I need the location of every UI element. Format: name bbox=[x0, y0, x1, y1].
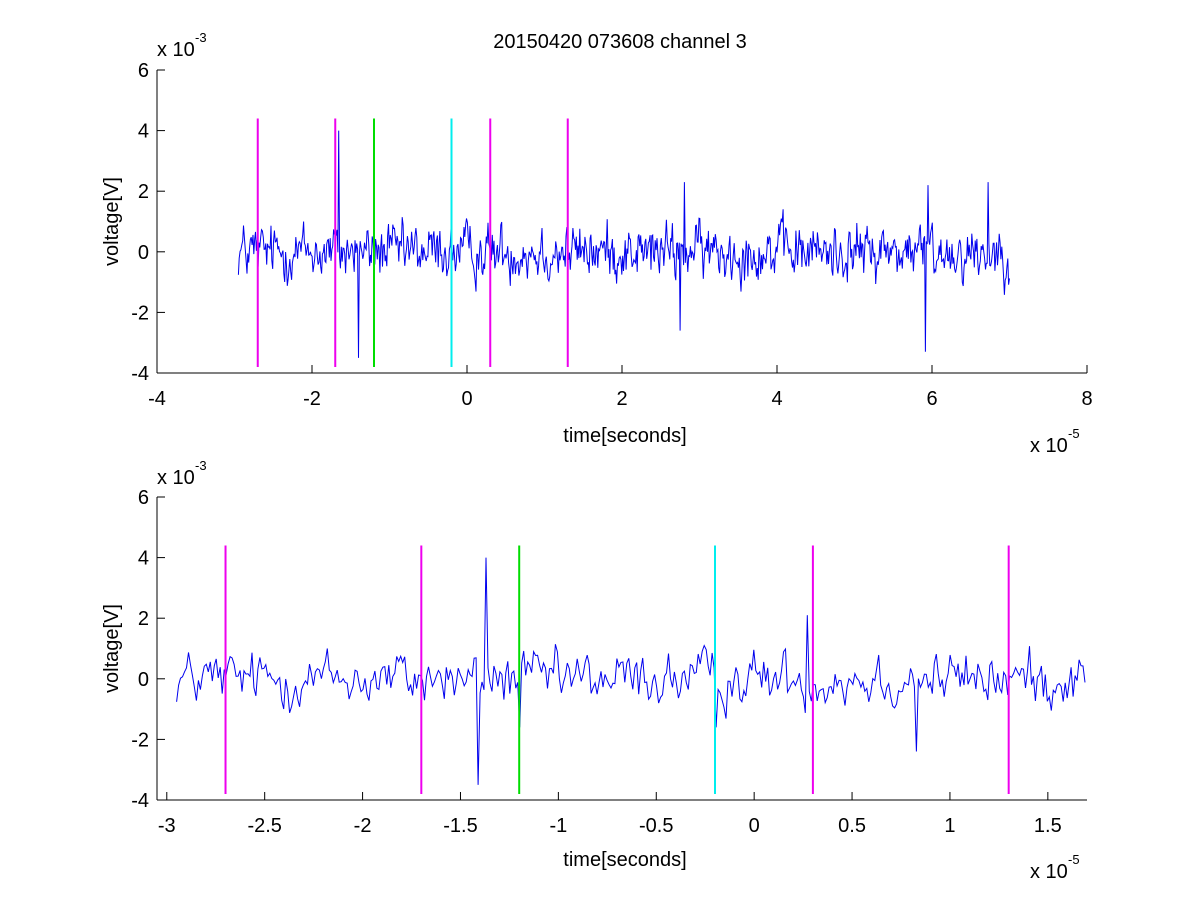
y-tick-label: -4 bbox=[131, 363, 149, 385]
x-tick-label: -2.5 bbox=[247, 815, 281, 837]
x-tick-label: -0.5 bbox=[639, 815, 673, 837]
y-tick-label: 4 bbox=[138, 121, 149, 143]
y-multiplier-exponent: -3 bbox=[195, 458, 207, 473]
x-tick-label: 0 bbox=[461, 388, 472, 410]
x-tick-label: 6 bbox=[926, 388, 937, 410]
x-tick-label: 2 bbox=[616, 388, 627, 410]
x-multiplier-exponent: -5 bbox=[1068, 852, 1080, 867]
x-axis-label: time[seconds] bbox=[563, 849, 686, 871]
x-tick-label: 1 bbox=[944, 815, 955, 837]
y-tick-label: 2 bbox=[138, 181, 149, 203]
x-tick-label: -3 bbox=[158, 815, 176, 837]
chart-title: 20150420 073608 channel 3 bbox=[493, 31, 747, 53]
x-axis-label: time[seconds] bbox=[563, 425, 686, 447]
y-tick-label: -4 bbox=[131, 790, 149, 812]
y-tick-label: 4 bbox=[138, 548, 149, 570]
x-tick-label: -2 bbox=[354, 815, 372, 837]
x-tick-label: 4 bbox=[771, 388, 782, 410]
x-tick-label: -1.5 bbox=[443, 815, 477, 837]
top-plot: -4 -2 0 2 4 6 8 -4 -2 0 2 4 6 time[seconds] voltage[V]… bbox=[101, 30, 1093, 457]
y-axis-label: voltage[V] bbox=[101, 177, 123, 266]
bottom-plot: -3 -2.5 -2 -1.5 -1 -0.5 0 0.5 1 1.5 -4 -2 0 2 4 6 time[s… bbox=[101, 458, 1087, 883]
y-axis-label: voltage[V] bbox=[101, 604, 123, 693]
y-tick-label: 0 bbox=[138, 669, 149, 691]
y-multiplier: x 10 bbox=[157, 39, 195, 61]
x-tick-label: 8 bbox=[1081, 388, 1092, 410]
y-multiplier: x 10 bbox=[157, 467, 195, 489]
y-tick-label: -2 bbox=[131, 729, 149, 751]
y-tick-label: 0 bbox=[138, 242, 149, 264]
x-multiplier: x 10 bbox=[1030, 861, 1068, 883]
x-tick-label: -4 bbox=[148, 388, 166, 410]
x-tick-label: 1.5 bbox=[1034, 815, 1062, 837]
y-tick-label: -2 bbox=[131, 302, 149, 324]
y-tick-label: 2 bbox=[138, 608, 149, 630]
x-tick-label: -2 bbox=[303, 388, 321, 410]
signal-trace bbox=[176, 557, 1086, 785]
y-tick-label: 6 bbox=[138, 487, 149, 509]
x-tick-label: 0.5 bbox=[838, 815, 866, 837]
x-tick-label: 0 bbox=[749, 815, 760, 837]
x-multiplier: x 10 bbox=[1030, 435, 1068, 457]
x-multiplier-exponent: -5 bbox=[1068, 426, 1080, 441]
y-multiplier-exponent: -3 bbox=[195, 30, 207, 45]
signal-trace bbox=[237, 130, 1010, 358]
y-tick-label: 6 bbox=[138, 60, 149, 82]
x-tick-label: -1 bbox=[549, 815, 567, 837]
